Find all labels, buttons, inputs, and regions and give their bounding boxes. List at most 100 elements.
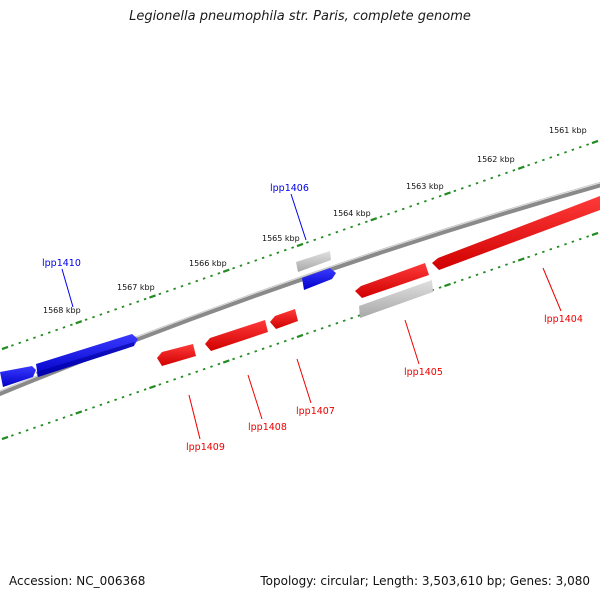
gene-label[interactable]: lpp1407 xyxy=(296,406,335,417)
minor-tick xyxy=(475,181,479,185)
minor-tick xyxy=(121,305,125,309)
gene-label[interactable]: lpp1410 xyxy=(42,258,81,269)
minor-tick xyxy=(121,395,125,399)
minor-tick xyxy=(99,403,103,407)
minor-tick xyxy=(291,337,295,340)
minor-tick xyxy=(114,398,118,401)
minor-tick xyxy=(564,242,567,246)
gene-label[interactable]: lpp1405 xyxy=(404,367,443,378)
minor-tick xyxy=(364,220,368,224)
minor-tick xyxy=(261,347,265,350)
minor-tick xyxy=(541,158,545,162)
minor-tick xyxy=(239,264,243,267)
genome-backbone xyxy=(0,183,600,397)
minor-tick xyxy=(490,176,494,180)
gene-arrow-lpp1405[interactable] xyxy=(355,263,429,298)
gene-arrow[interactable] xyxy=(36,334,138,377)
minor-tick xyxy=(549,156,553,159)
map-title: Legionella pneumophila str. Paris, compl… xyxy=(129,9,471,24)
minor-tick xyxy=(423,199,427,203)
minor-tick xyxy=(180,375,184,379)
gene-arrow-grey-lpp1405[interactable] xyxy=(359,280,433,318)
minor-tick xyxy=(571,240,575,243)
gene-arrow-grey[interactable] xyxy=(296,251,331,272)
gene-label[interactable]: lpp1409 xyxy=(186,442,225,453)
minor-tick xyxy=(416,202,420,206)
minor-tick xyxy=(453,189,457,193)
minor-tick xyxy=(143,388,147,391)
minor-tick xyxy=(128,393,132,396)
minor-tick xyxy=(55,328,59,332)
minor-tick xyxy=(217,362,221,366)
scale-label: 1561 kbp xyxy=(549,126,587,135)
minor-tick xyxy=(482,179,486,182)
minor-tick xyxy=(210,274,213,278)
minor-tick xyxy=(128,302,132,306)
minor-tick xyxy=(379,215,383,218)
minor-tick xyxy=(527,255,531,259)
gene-label[interactable]: lpp1404 xyxy=(544,314,583,325)
minor-tick xyxy=(527,163,531,167)
minor-tick xyxy=(401,207,405,211)
gene-arrow-lpp1408[interactable] xyxy=(205,320,268,351)
gene-label[interactable]: lpp1408 xyxy=(248,422,287,433)
minor-tick xyxy=(512,260,516,264)
minor-tick xyxy=(143,297,147,301)
minor-tick xyxy=(453,281,457,284)
minor-tick xyxy=(40,424,44,427)
minor-tick xyxy=(62,416,66,419)
major-tick xyxy=(1,345,9,351)
minor-tick xyxy=(283,248,287,252)
gene-arrow-lpp1406[interactable] xyxy=(302,268,336,290)
major-tick xyxy=(149,294,156,299)
major-tick xyxy=(444,282,451,288)
scale-label: 1564 kbp xyxy=(333,209,371,218)
gene-label[interactable]: lpp1406 xyxy=(270,183,309,194)
minor-tick xyxy=(202,277,206,280)
minor-tick xyxy=(320,236,324,239)
gene-arrow-lpp1404[interactable] xyxy=(432,196,600,270)
minor-tick xyxy=(512,169,516,172)
minor-tick xyxy=(254,259,258,262)
major-tick xyxy=(296,242,304,248)
minor-tick xyxy=(305,332,309,335)
minor-tick xyxy=(261,256,265,260)
minor-tick xyxy=(350,316,354,320)
minor-tick xyxy=(586,235,590,238)
major-tick xyxy=(517,165,525,170)
minor-tick xyxy=(187,282,191,285)
minor-tick xyxy=(165,380,169,384)
minor-tick xyxy=(173,378,177,381)
minor-tick xyxy=(505,263,508,266)
minor-tick xyxy=(431,197,435,200)
minor-tick xyxy=(313,329,317,333)
minor-tick xyxy=(232,266,236,270)
minor-tick xyxy=(534,253,538,256)
minor-tick xyxy=(438,286,442,289)
minor-tick xyxy=(92,406,95,409)
minor-tick xyxy=(482,271,486,274)
minor-tick xyxy=(47,421,51,424)
minor-tick xyxy=(254,350,258,353)
minor-tick xyxy=(320,327,324,330)
minor-tick xyxy=(438,194,442,198)
minor-tick xyxy=(18,341,22,345)
minor-tick xyxy=(313,238,317,242)
scale-label: 1563 kbp xyxy=(406,182,444,191)
major-tick xyxy=(444,191,451,196)
minor-tick xyxy=(541,250,545,254)
gene-arrow-lpp1407[interactable] xyxy=(270,309,298,329)
major-tick xyxy=(1,435,9,441)
gene-arrow[interactable] xyxy=(0,366,36,387)
gene-arrow-lpp1409[interactable] xyxy=(157,344,196,366)
major-tick xyxy=(149,384,156,390)
scale-ticks-upper xyxy=(1,139,599,351)
minor-tick xyxy=(55,418,59,422)
minor-tick xyxy=(342,319,346,322)
minor-tick xyxy=(62,326,66,329)
major-tick xyxy=(370,217,378,222)
scale-label: 1567 kbp xyxy=(117,283,155,292)
minor-tick xyxy=(84,318,88,321)
